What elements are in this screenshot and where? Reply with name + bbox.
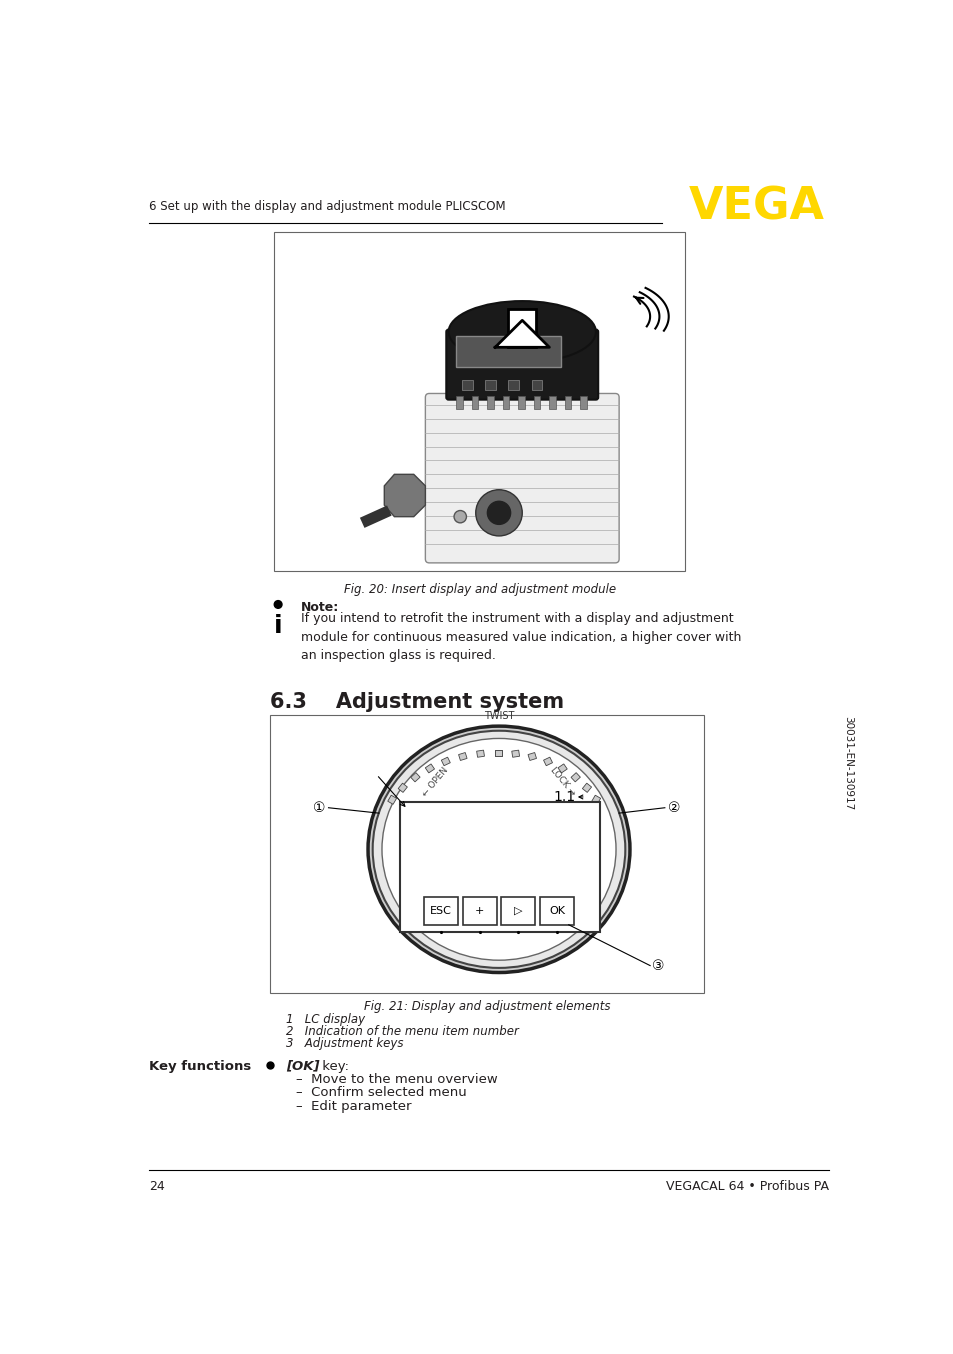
FancyBboxPatch shape bbox=[446, 329, 598, 399]
Text: +: + bbox=[475, 906, 484, 915]
Circle shape bbox=[274, 601, 282, 608]
Bar bbox=[508, 380, 518, 390]
Circle shape bbox=[487, 501, 510, 524]
Text: TWIST: TWIST bbox=[483, 711, 514, 720]
Bar bbox=[484, 380, 496, 390]
Bar bbox=[456, 336, 560, 367]
Polygon shape bbox=[384, 474, 425, 517]
Text: OK: OK bbox=[549, 906, 564, 915]
Bar bbox=[511, 750, 519, 757]
Text: ①: ① bbox=[313, 800, 325, 815]
Text: ▷: ▷ bbox=[514, 906, 522, 915]
Text: –  Edit parameter: – Edit parameter bbox=[295, 1099, 411, 1113]
Text: [OK]: [OK] bbox=[286, 1060, 319, 1072]
Ellipse shape bbox=[448, 301, 596, 363]
Text: Fig. 20: Insert display and adjustment module: Fig. 20: Insert display and adjustment m… bbox=[343, 584, 615, 596]
Text: ← OPEN: ← OPEN bbox=[420, 765, 450, 798]
Bar bbox=[581, 783, 591, 792]
Text: 6 Set up with the display and adjustment module PLICSCOM: 6 Set up with the display and adjustment… bbox=[149, 199, 505, 213]
Bar bbox=[571, 773, 579, 781]
Bar bbox=[399, 802, 599, 933]
Bar bbox=[461, 380, 472, 390]
Bar bbox=[495, 750, 501, 756]
Bar bbox=[534, 395, 539, 409]
Text: ③: ③ bbox=[651, 959, 663, 972]
Text: ②: ② bbox=[667, 800, 679, 815]
Text: –  Move to the menu overview: – Move to the menu overview bbox=[295, 1074, 497, 1086]
Bar bbox=[500, 898, 535, 925]
Bar bbox=[502, 395, 509, 409]
FancyBboxPatch shape bbox=[425, 394, 618, 563]
Bar bbox=[495, 750, 501, 756]
Bar bbox=[487, 395, 493, 409]
Text: VEGA: VEGA bbox=[688, 185, 823, 229]
Text: Note:: Note: bbox=[301, 601, 339, 615]
Bar bbox=[472, 395, 477, 409]
Bar bbox=[423, 898, 457, 925]
Text: i: i bbox=[274, 613, 282, 638]
Bar bbox=[508, 309, 536, 347]
Text: 2   Indication of the menu item number: 2 Indication of the menu item number bbox=[286, 1025, 518, 1039]
Bar bbox=[531, 380, 542, 390]
Bar bbox=[517, 395, 524, 409]
Bar bbox=[425, 764, 434, 773]
Bar bbox=[458, 753, 467, 761]
Bar bbox=[591, 795, 600, 804]
Bar bbox=[456, 395, 462, 409]
Polygon shape bbox=[495, 321, 549, 347]
Bar bbox=[579, 395, 586, 409]
Text: 30031-EN-130917: 30031-EN-130917 bbox=[841, 716, 852, 810]
Bar bbox=[441, 757, 450, 766]
Circle shape bbox=[454, 510, 466, 523]
Ellipse shape bbox=[381, 738, 616, 960]
Bar bbox=[543, 757, 552, 766]
Bar bbox=[527, 753, 536, 761]
Text: 24: 24 bbox=[149, 1181, 164, 1193]
Text: ESC: ESC bbox=[430, 906, 452, 915]
Text: VEGACAL 64 • Profibus PA: VEGACAL 64 • Profibus PA bbox=[665, 1181, 828, 1193]
Text: 6.3    Adjustment system: 6.3 Adjustment system bbox=[270, 692, 564, 712]
Ellipse shape bbox=[368, 726, 629, 972]
Bar bbox=[387, 795, 396, 804]
Bar bbox=[397, 783, 407, 792]
Bar bbox=[462, 898, 497, 925]
Ellipse shape bbox=[373, 731, 624, 968]
Text: key:: key: bbox=[317, 1060, 348, 1072]
Bar bbox=[476, 750, 484, 757]
Text: VEGA: VEGA bbox=[510, 341, 534, 351]
Bar bbox=[274, 232, 684, 570]
Text: Fig. 21: Display and adjustment elements: Fig. 21: Display and adjustment elements bbox=[364, 1001, 610, 1013]
Circle shape bbox=[476, 490, 521, 536]
Text: 3   Adjustment keys: 3 Adjustment keys bbox=[286, 1037, 403, 1051]
Bar bbox=[539, 898, 574, 925]
Bar bbox=[558, 764, 567, 773]
Bar bbox=[270, 715, 703, 992]
Bar bbox=[549, 395, 555, 409]
Text: LOCK →: LOCK → bbox=[548, 765, 577, 798]
Text: If you intend to retrofit the instrument with a display and adjustment
module fo: If you intend to retrofit the instrument… bbox=[301, 612, 741, 662]
Text: 1   LC display: 1 LC display bbox=[286, 1013, 365, 1025]
Text: Key functions: Key functions bbox=[149, 1060, 251, 1072]
Text: –  Confirm selected menu: – Confirm selected menu bbox=[295, 1086, 466, 1099]
Bar bbox=[411, 773, 419, 781]
Text: 1.1: 1.1 bbox=[554, 789, 576, 804]
Bar bbox=[564, 395, 571, 409]
